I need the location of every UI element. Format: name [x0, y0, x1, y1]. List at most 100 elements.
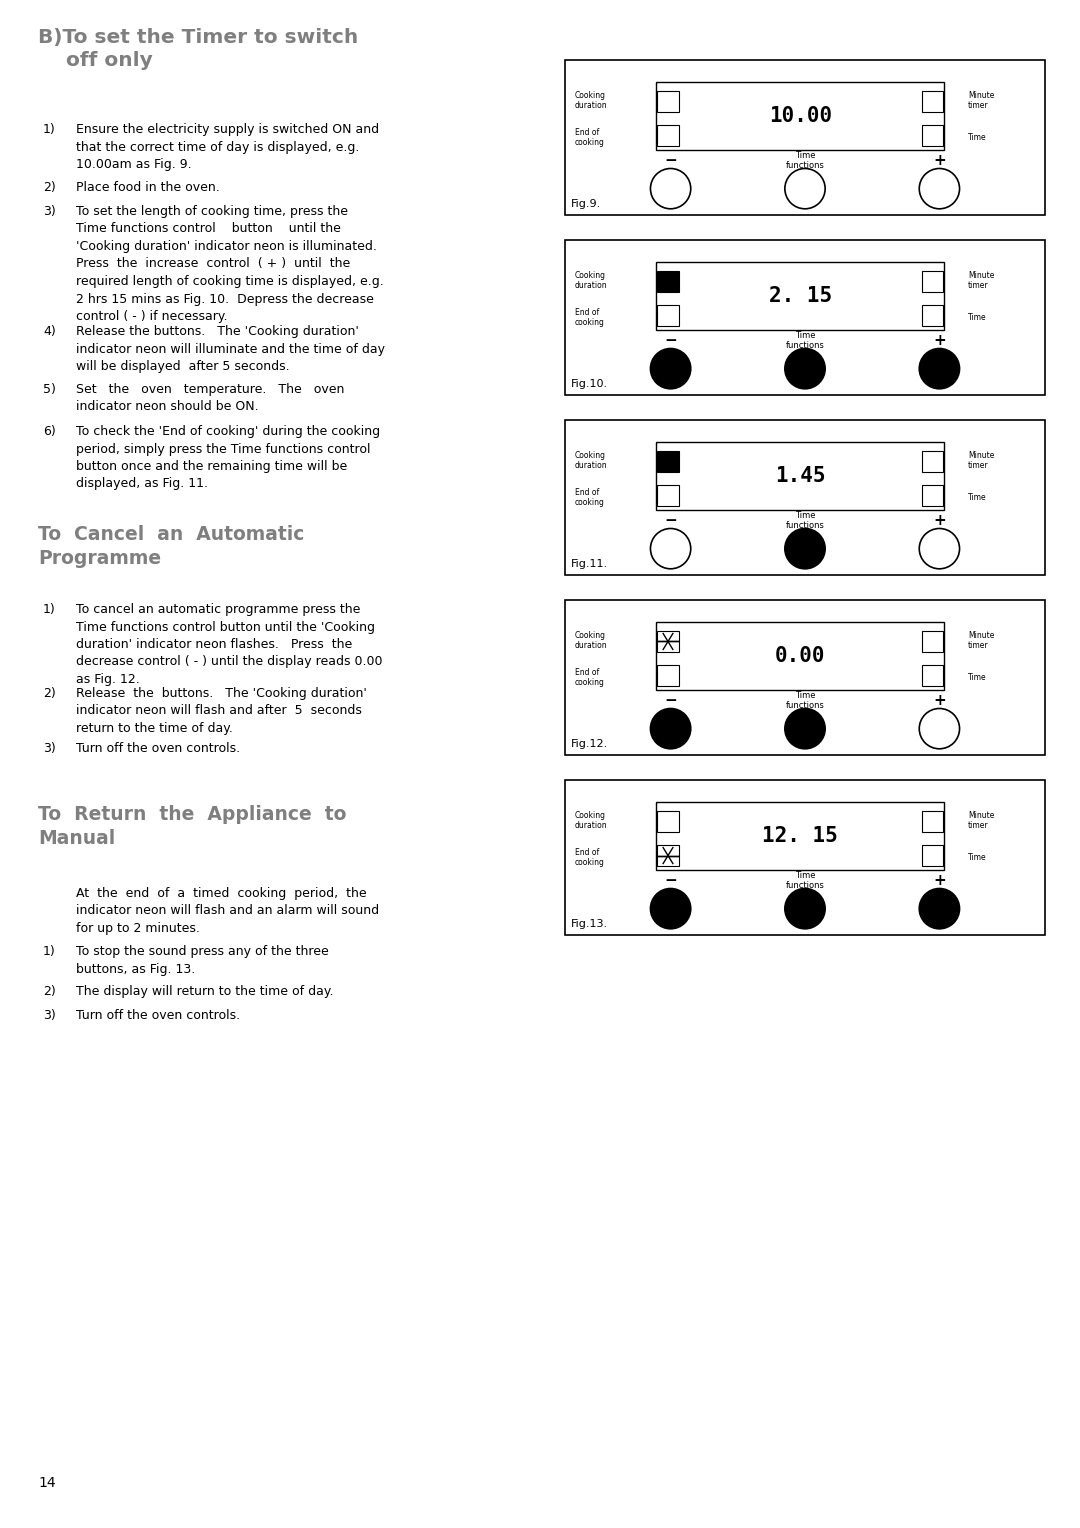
- Text: Turn off the oven controls.: Turn off the oven controls.: [76, 743, 240, 755]
- Bar: [921, 665, 943, 686]
- Text: Cooking
duration: Cooking duration: [575, 270, 607, 290]
- Text: +: +: [933, 513, 946, 529]
- Text: 3): 3): [43, 1008, 56, 1022]
- Bar: [658, 811, 679, 831]
- Bar: [658, 125, 679, 145]
- Text: +: +: [933, 694, 946, 709]
- Text: Release the buttons.   The 'Cooking duration'
indicator neon will illuminate and: Release the buttons. The 'Cooking durati…: [76, 325, 384, 373]
- Text: 0.00: 0.00: [775, 646, 825, 666]
- Text: 1): 1): [43, 122, 56, 136]
- Bar: [921, 845, 943, 866]
- Bar: [657, 261, 944, 330]
- Text: End of
cooking: End of cooking: [575, 668, 605, 688]
- Bar: [921, 92, 943, 112]
- Bar: [658, 92, 679, 112]
- Bar: [565, 240, 1045, 396]
- Circle shape: [785, 709, 825, 749]
- Text: 5): 5): [43, 384, 56, 396]
- Text: 1): 1): [43, 604, 56, 616]
- Text: Minute
timer: Minute timer: [968, 451, 995, 471]
- Bar: [565, 601, 1045, 755]
- Circle shape: [785, 348, 825, 388]
- Text: B)To set the Timer to switch
    off only: B)To set the Timer to switch off only: [38, 28, 359, 70]
- Bar: [921, 272, 943, 292]
- Bar: [565, 60, 1045, 215]
- Circle shape: [919, 888, 959, 929]
- Text: Time: Time: [968, 133, 987, 142]
- Bar: [921, 125, 943, 145]
- Text: Set   the   oven   temperature.   The   oven
indicator neon should be ON.: Set the oven temperature. The oven indic…: [76, 384, 345, 414]
- Text: +: +: [933, 872, 946, 888]
- Bar: [657, 81, 944, 150]
- Bar: [921, 451, 943, 472]
- Text: Fig.9.: Fig.9.: [571, 199, 602, 209]
- Text: +: +: [933, 333, 946, 348]
- Text: Time
functions: Time functions: [785, 691, 824, 711]
- Text: Minute
timer: Minute timer: [968, 811, 995, 831]
- Text: −: −: [664, 333, 677, 348]
- Text: Fig.12.: Fig.12.: [571, 740, 608, 749]
- Text: 3): 3): [43, 743, 56, 755]
- Text: To  Return  the  Appliance  to
Manual: To Return the Appliance to Manual: [38, 805, 347, 848]
- Text: Time: Time: [968, 494, 987, 503]
- Text: Place food in the oven.: Place food in the oven.: [76, 180, 219, 194]
- Bar: [657, 622, 944, 691]
- Text: −: −: [664, 153, 677, 168]
- Text: Cooking
duration: Cooking duration: [575, 811, 607, 831]
- Text: 2): 2): [43, 688, 56, 700]
- Bar: [658, 306, 679, 325]
- Text: −: −: [664, 513, 677, 529]
- Bar: [658, 665, 679, 686]
- Text: To  Cancel  an  Automatic
Programme: To Cancel an Automatic Programme: [38, 526, 305, 567]
- Bar: [921, 306, 943, 325]
- Circle shape: [919, 529, 959, 568]
- Bar: [921, 631, 943, 652]
- Text: Fig.10.: Fig.10.: [571, 379, 608, 390]
- Circle shape: [785, 168, 825, 209]
- Text: Fig.11.: Fig.11.: [571, 559, 608, 568]
- Text: 4): 4): [43, 325, 56, 338]
- Bar: [658, 486, 679, 506]
- Text: To set the length of cooking time, press the
Time functions control    button   : To set the length of cooking time, press…: [76, 205, 383, 322]
- Bar: [657, 442, 944, 510]
- Bar: [658, 845, 679, 866]
- Text: Cooking
duration: Cooking duration: [575, 451, 607, 471]
- Bar: [658, 272, 679, 292]
- Circle shape: [785, 529, 825, 568]
- Bar: [921, 486, 943, 506]
- Text: +: +: [933, 153, 946, 168]
- Bar: [658, 451, 679, 472]
- Text: To check the 'End of cooking' during the cooking
period, simply press the Time f: To check the 'End of cooking' during the…: [76, 425, 380, 490]
- Text: Ensure the electricity supply is switched ON and
that the correct time of day is: Ensure the electricity supply is switche…: [76, 122, 379, 171]
- Text: End of
cooking: End of cooking: [575, 128, 605, 147]
- Text: Time
functions: Time functions: [785, 510, 824, 530]
- Bar: [658, 631, 679, 652]
- Text: End of
cooking: End of cooking: [575, 848, 605, 868]
- Circle shape: [785, 888, 825, 929]
- Circle shape: [650, 529, 691, 568]
- Circle shape: [650, 348, 691, 388]
- Text: Minute
timer: Minute timer: [968, 631, 995, 651]
- Text: Time
functions: Time functions: [785, 332, 824, 350]
- Text: To stop the sound press any of the three
buttons, as Fig. 13.: To stop the sound press any of the three…: [76, 944, 328, 975]
- Text: −: −: [664, 872, 677, 888]
- Text: 1): 1): [43, 944, 56, 958]
- Bar: [921, 811, 943, 831]
- Bar: [565, 779, 1045, 935]
- Text: Cooking
duration: Cooking duration: [575, 631, 607, 651]
- Text: End of
cooking: End of cooking: [575, 487, 605, 507]
- Text: The display will return to the time of day.: The display will return to the time of d…: [76, 986, 334, 998]
- Text: 2): 2): [43, 180, 56, 194]
- Text: Cooking
duration: Cooking duration: [575, 92, 607, 110]
- Text: 3): 3): [43, 205, 56, 219]
- Text: Minute
timer: Minute timer: [968, 270, 995, 290]
- Text: Release  the  buttons.   The 'Cooking duration'
indicator neon will flash and af: Release the buttons. The 'Cooking durati…: [76, 688, 367, 735]
- Circle shape: [650, 709, 691, 749]
- Circle shape: [919, 348, 959, 388]
- Text: 14: 14: [38, 1476, 56, 1490]
- Text: 12. 15: 12. 15: [762, 825, 838, 847]
- Text: End of
cooking: End of cooking: [575, 309, 605, 327]
- Bar: [565, 420, 1045, 575]
- Text: 2): 2): [43, 986, 56, 998]
- Text: 2. 15: 2. 15: [769, 286, 832, 306]
